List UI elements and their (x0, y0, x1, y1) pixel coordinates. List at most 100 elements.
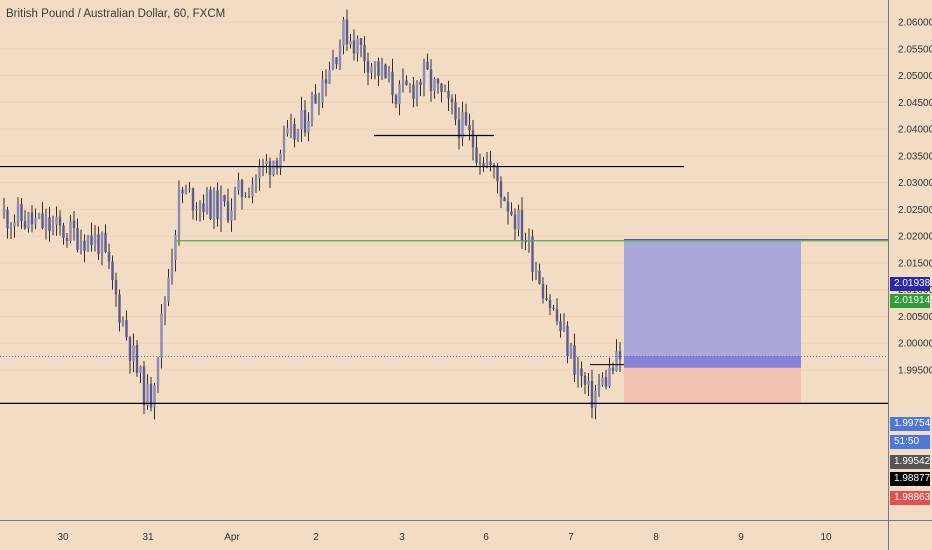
candle-body (205, 189, 209, 213)
candle-body (384, 64, 387, 79)
candle-body (303, 109, 307, 133)
candle-body (436, 78, 440, 84)
candle-body (251, 184, 254, 197)
candle-body (559, 321, 562, 331)
candle-body (289, 124, 293, 129)
candle-body (2, 209, 6, 215)
candle-body (300, 109, 303, 130)
y-tick-label: 1.99500 (898, 366, 932, 377)
y-tick-label: 2.04000 (898, 125, 932, 136)
candle-body (419, 81, 422, 85)
candle-body (191, 188, 195, 211)
candle-body (615, 351, 618, 372)
x-tick-label: Apr (224, 532, 240, 543)
candle-body (335, 57, 338, 65)
candle-body (51, 224, 55, 232)
candle-body (62, 225, 65, 239)
candle-body (391, 71, 394, 96)
candle-body (114, 280, 118, 295)
candle-body (79, 240, 83, 250)
candle-body (387, 71, 391, 79)
candle-body (90, 235, 93, 246)
candle-body (566, 325, 569, 357)
candle-body (352, 40, 356, 54)
candle-body (93, 234, 97, 246)
candle-body (139, 366, 142, 373)
candle-body (545, 298, 548, 300)
candle-body (37, 213, 41, 219)
candle-body (121, 320, 125, 323)
x-tick-label: 6 (483, 532, 489, 543)
candle-body (233, 190, 237, 211)
y-tick-label: 2.06000 (898, 18, 932, 29)
support-price-badge: 1.98877 (890, 472, 930, 486)
candle-body (394, 95, 398, 105)
candle-body (163, 301, 167, 314)
candle-body (202, 203, 205, 213)
y-tick-label: 2.00500 (898, 312, 932, 323)
y-tick-label: 2.02500 (898, 205, 932, 216)
candle-body (541, 283, 545, 299)
candle-body (408, 84, 412, 86)
candle-body (247, 196, 251, 198)
candle-body (380, 64, 384, 76)
candle-body (457, 119, 461, 139)
candle-body (153, 384, 156, 408)
profit-zone (624, 239, 801, 368)
x-tick-label: 31 (142, 532, 154, 543)
candle-body (503, 197, 506, 202)
candle-body (359, 38, 363, 46)
candle-body (366, 61, 370, 73)
candle-body (548, 299, 552, 308)
y-tick-label: 2.03500 (898, 151, 932, 162)
candle-body (338, 45, 342, 65)
candle-body (279, 153, 282, 169)
candle-body (48, 217, 51, 232)
x-tick-label: 3 (399, 532, 405, 543)
candle-body (167, 277, 170, 302)
candle-body (296, 129, 300, 140)
candle-body (489, 161, 492, 165)
candle-body (405, 80, 408, 85)
candle-body (6, 209, 9, 229)
candle-body (590, 380, 594, 409)
candle-body (86, 235, 90, 251)
candle-body (310, 94, 314, 121)
candle-body (356, 38, 359, 54)
candle-body (534, 270, 538, 272)
candle-body (13, 222, 16, 227)
candle-body (16, 204, 20, 223)
y-tick-label: 2.05500 (898, 44, 932, 55)
candle-body (429, 69, 433, 92)
candle-body (181, 189, 184, 194)
candle-body (321, 79, 324, 104)
candle-body (433, 78, 436, 92)
candle-body (531, 236, 534, 272)
candle-body (230, 210, 233, 221)
candle-body (573, 345, 576, 375)
candle-body (258, 165, 261, 179)
y-tick-label: 2.02000 (898, 232, 932, 243)
candle-body (97, 234, 100, 254)
candle-body (240, 180, 244, 198)
candle-body (146, 383, 149, 406)
candle-body (314, 94, 317, 104)
candle-body (517, 210, 520, 230)
candle-body (41, 213, 44, 229)
candle-body (422, 61, 426, 85)
candle-body (461, 112, 464, 139)
candle-body (83, 240, 86, 251)
candle-body (195, 209, 198, 211)
candle-body (244, 196, 247, 198)
candle-body (370, 66, 373, 73)
candle-body (69, 220, 72, 241)
candle-body (212, 190, 216, 219)
candle-body (317, 103, 321, 105)
candle-body (156, 357, 160, 385)
y-tick-label: 2.04500 (898, 98, 932, 109)
candle-body (443, 90, 447, 93)
x-tick-label: 2 (313, 532, 319, 543)
candle-body (261, 164, 265, 166)
